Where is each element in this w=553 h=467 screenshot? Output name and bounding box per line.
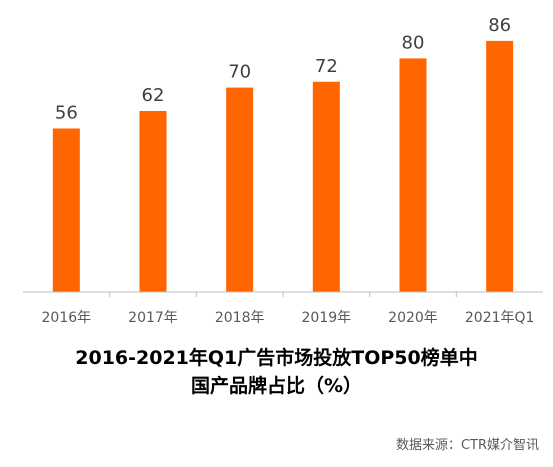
bar-1 — [139, 110, 167, 293]
value-label-4: 80 — [402, 32, 425, 53]
value-label-0: 56 — [55, 102, 78, 123]
bar-chart: 56 62 70 72 80 86 2016年 2017年 2018年 2019年 2020年 20… — [23, 15, 543, 326]
bar-0 — [52, 128, 80, 292]
bar-5 — [486, 40, 514, 292]
chart-title: 2016-2021年Q1广告市场投放TOP50榜单中 国产品牌占比（%） — [0, 344, 553, 400]
bar-2 — [226, 87, 254, 292]
tick-label-1: 2017年 — [128, 310, 178, 326]
tick-label-2: 2018年 — [215, 310, 265, 326]
chart-title-line-1: 2016-2021年Q1广告市场投放TOP50榜单中 — [75, 347, 478, 369]
value-label-5: 86 — [488, 15, 511, 36]
tick-label-3: 2019年 — [302, 310, 352, 326]
source-note: 数据来源：CTR媒介智讯 — [395, 438, 539, 453]
bar-3 — [312, 81, 340, 292]
tick-label-4: 2020年 — [388, 310, 438, 326]
tick-label-5: 2021年Q1 — [465, 310, 535, 326]
value-label-2: 70 — [228, 62, 251, 83]
chart-title-line-2: 国产品牌占比（%） — [190, 375, 363, 397]
value-label-3: 72 — [315, 56, 338, 77]
value-label-1: 62 — [142, 85, 165, 106]
bar-4 — [399, 58, 427, 293]
tick-label-0: 2016年 — [42, 310, 92, 326]
